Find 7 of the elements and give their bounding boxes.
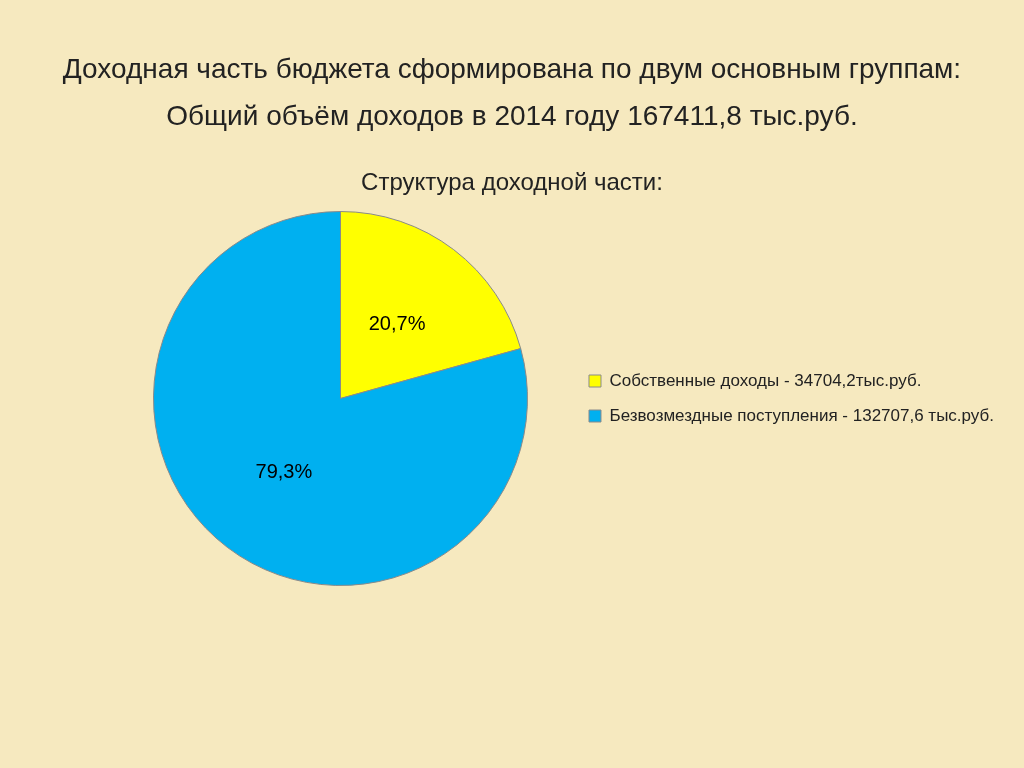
legend-label: Собственные доходы - 34704,2тыс.руб. [609, 370, 922, 390]
text: Структура доходной части: [360, 167, 664, 196]
data-label: 20,7% [368, 311, 426, 334]
chart-subtitle: Общий объём доходов в 2014 году 167411,8 тыс.руб. [165, 99, 859, 132]
chart-title: Доходная часть бюджета сформирована по двум основным группам: [61, 52, 963, 86]
data-label: 79,3% [255, 460, 313, 483]
legend-label: Безвозмездные поступления - 132707,6 тыс.руб. [609, 405, 995, 425]
